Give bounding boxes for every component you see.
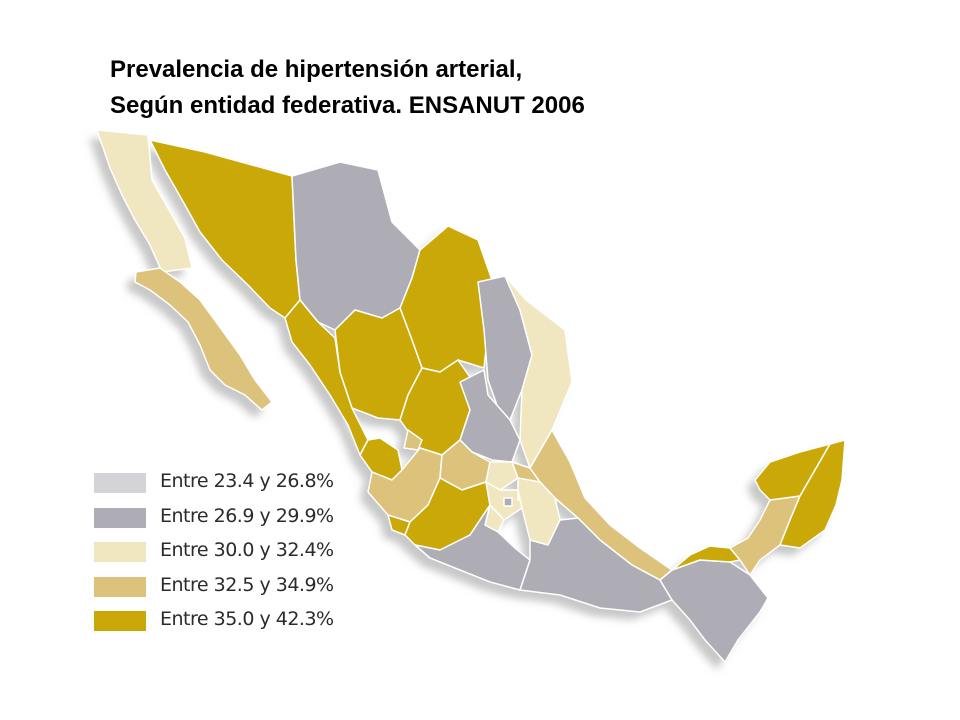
legend-swatch-1	[94, 473, 146, 493]
title-line-1: Prevalencia de hipertensión arterial,	[110, 56, 523, 83]
state-cdmx	[503, 497, 513, 507]
colima-shadow	[380, 523, 402, 543]
state-queretaro	[485, 461, 519, 491]
legend-swatch-4	[94, 576, 146, 597]
states-layer	[96, 129, 846, 663]
legend-swatch-3	[94, 542, 146, 562]
legend-label-1: Entre 23.4 y 26.8%	[160, 470, 334, 492]
legend-label-4: Entre 32.5 y 34.9%	[160, 573, 334, 596]
state-guerrero	[414, 504, 531, 591]
state-baja-california-sur	[134, 267, 273, 411]
legend-label-5: Entre 35.0 y 42.3%	[160, 608, 334, 630]
title-line-2: Según entidad federativa. ENSANUT 2006	[110, 92, 585, 119]
legend-swatch-2	[94, 507, 146, 528]
legend-label-2: Entre 26.9 y 29.9%	[160, 504, 334, 527]
legend-swatch-5	[94, 611, 146, 631]
state-quintana-roo	[779, 439, 846, 549]
map-title: Prevalencia de hipertensión arterial, Se…	[110, 52, 585, 124]
legend-label-3: Entre 30.0 y 32.4%	[160, 539, 334, 561]
